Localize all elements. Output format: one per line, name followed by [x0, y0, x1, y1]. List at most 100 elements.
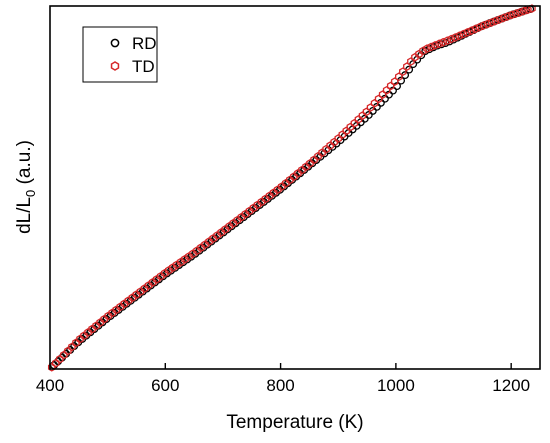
data-point-td [245, 206, 254, 216]
data-point-td [181, 254, 189, 264]
data-point-td [499, 13, 508, 23]
data-point-td [72, 338, 80, 348]
y-axis-title-unit: (a.u.) [14, 140, 35, 190]
data-point-td [185, 252, 193, 261]
data-point-td [310, 155, 318, 165]
data-point-td [112, 305, 121, 315]
data-point-td [455, 31, 464, 41]
data-point-td [491, 16, 500, 26]
plot-marks [47, 4, 536, 372]
data-point-td [306, 159, 314, 168]
data-point-td [140, 284, 149, 293]
data-point-td [213, 231, 221, 240]
data-point-td [76, 334, 84, 344]
data-point-td [358, 111, 367, 120]
data-point-td [108, 308, 117, 318]
data-point-td [415, 49, 423, 59]
data-point-td [439, 37, 447, 47]
data-point-td [447, 34, 455, 44]
data-point-td [286, 175, 294, 185]
data-point-td [92, 321, 100, 331]
data-point-td [419, 46, 427, 56]
data-point-td [475, 22, 484, 32]
data-point-td [132, 290, 141, 299]
data-point-td [60, 350, 68, 360]
data-point-td [205, 237, 213, 246]
legend-rd-marker [110, 38, 120, 48]
data-point-td [298, 165, 306, 175]
data-point-td [152, 274, 161, 284]
y-axis-title-main: dL/L [14, 197, 35, 234]
data-point-td [277, 182, 286, 191]
data-point-td [443, 36, 451, 46]
data-point-td [338, 130, 347, 140]
data-point-td [322, 144, 330, 154]
data-point-td [64, 346, 72, 356]
data-point-td [427, 42, 435, 52]
data-point-td [253, 200, 262, 210]
data-point-td [193, 246, 201, 256]
data-point-td [225, 221, 234, 231]
data-point-td [201, 240, 209, 249]
data-point-td [88, 324, 96, 334]
data-point-td [104, 311, 112, 321]
data-point-td [209, 234, 217, 243]
data-point-td [96, 318, 104, 327]
data-point-td [512, 9, 520, 18]
data-point-td [160, 268, 169, 278]
series-td [47, 4, 536, 372]
data-point-td [326, 141, 334, 150]
data-point-td [144, 281, 153, 290]
data-point-td [249, 203, 258, 213]
data-point-td [124, 296, 133, 306]
data-point-td [52, 358, 60, 368]
data-point-td [330, 137, 338, 147]
data-point-td [314, 151, 322, 161]
data-point-td [423, 44, 431, 53]
x-tick-label: 1200 [492, 376, 530, 395]
data-point-td [354, 115, 363, 124]
y-axis-title-subscript: 0 [23, 190, 38, 197]
data-point-td [233, 215, 242, 225]
x-tick-label: 600 [151, 376, 179, 395]
data-point-td [294, 168, 302, 178]
data-point-td [350, 118, 359, 128]
data-point-td [290, 172, 298, 182]
data-point-td [136, 287, 145, 296]
data-point-td [189, 249, 197, 258]
data-point-td [177, 257, 185, 267]
data-point-td [479, 21, 488, 30]
data-point-td [84, 328, 92, 337]
y-axis-title: dL/L0 (a.u.) [14, 140, 38, 234]
data-point-td [56, 354, 64, 364]
data-point-td [318, 148, 326, 158]
data-point-td [116, 302, 125, 312]
data-point-td [241, 209, 250, 219]
data-point-td [431, 40, 439, 50]
legend-rd-label: RD [132, 34, 157, 53]
data-point-td [487, 18, 496, 27]
data-point-td [47, 362, 56, 372]
data-point-td [507, 10, 516, 20]
data-point-td [346, 122, 355, 132]
data-point-td [451, 33, 460, 42]
legend-td-label: TD [132, 57, 155, 76]
legend-td-marker [110, 61, 120, 71]
x-tick-label: 1000 [377, 376, 415, 395]
data-point-td [68, 342, 76, 352]
legend: RD TD [82, 26, 158, 83]
data-point-td [100, 314, 108, 324]
data-point-td [411, 52, 419, 62]
data-point-td [221, 224, 230, 234]
data-point-td [269, 188, 278, 198]
data-point-td [273, 185, 282, 195]
data-point-td [463, 27, 472, 37]
data-point-td [459, 29, 468, 39]
data-point-td [495, 15, 504, 24]
data-point-td [471, 24, 480, 34]
data-point-td [483, 19, 492, 29]
data-point-td [229, 218, 238, 228]
data-point-td [516, 7, 524, 17]
data-point-td [156, 271, 165, 281]
data-point-td [148, 278, 157, 287]
